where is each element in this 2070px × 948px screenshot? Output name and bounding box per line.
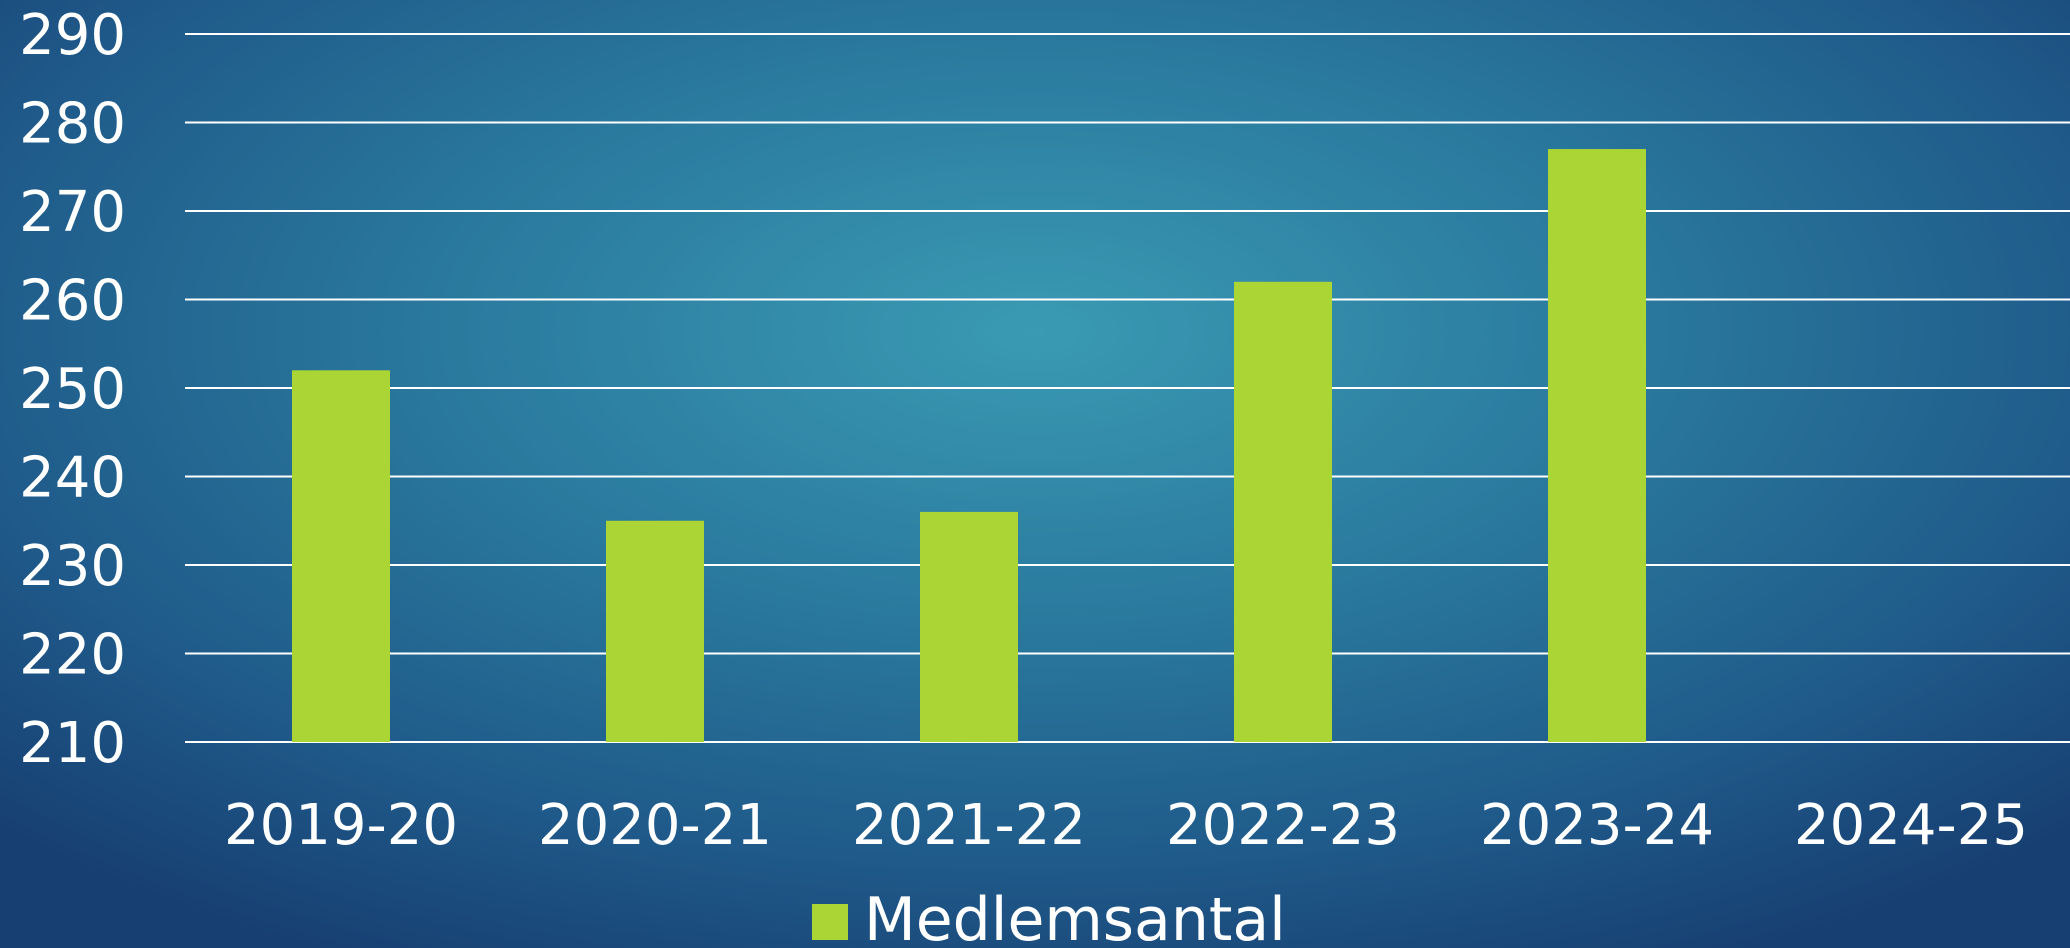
bar-2020-21 (606, 520, 704, 742)
y-tick-label: 260 (19, 269, 126, 334)
y-tick-label: 220 (19, 623, 126, 688)
x-axis-tick-labels: 2019-20 2020-21 2021-22 2022-23 2023-24 2024-… (224, 793, 2028, 858)
x-tick-label: 2024-25 (1794, 793, 2028, 858)
x-tick-label: 2023-24 (1480, 793, 1714, 858)
y-tick-label: 230 (19, 534, 126, 599)
bar-2019-20 (292, 370, 390, 742)
x-tick-label: 2019-20 (224, 793, 458, 858)
y-tick-label: 240 (19, 446, 126, 511)
y-tick-label: 250 (19, 357, 126, 422)
x-tick-label: 2022-23 (1166, 793, 1400, 858)
x-tick-label: 2020-21 (538, 793, 772, 858)
bar-2023-24 (1548, 149, 1646, 743)
bar-2021-22 (920, 511, 1018, 742)
y-tick-label: 280 (19, 92, 126, 157)
y-axis-tick-labels: 210 220 230 240 250 260 270 280 290 (19, 3, 126, 776)
bars (292, 149, 1646, 743)
y-tick-label: 270 (19, 180, 126, 245)
legend: Medlemsantal (812, 885, 1286, 948)
y-tick-label: 210 (19, 711, 126, 776)
legend-swatch-medlemsantal (812, 904, 848, 940)
gridlines (185, 33, 2070, 743)
y-tick-label: 290 (19, 3, 126, 68)
legend-label-medlemsantal: Medlemsantal (864, 885, 1286, 948)
x-tick-label: 2021-22 (852, 793, 1086, 858)
bar-2022-23 (1234, 281, 1332, 742)
